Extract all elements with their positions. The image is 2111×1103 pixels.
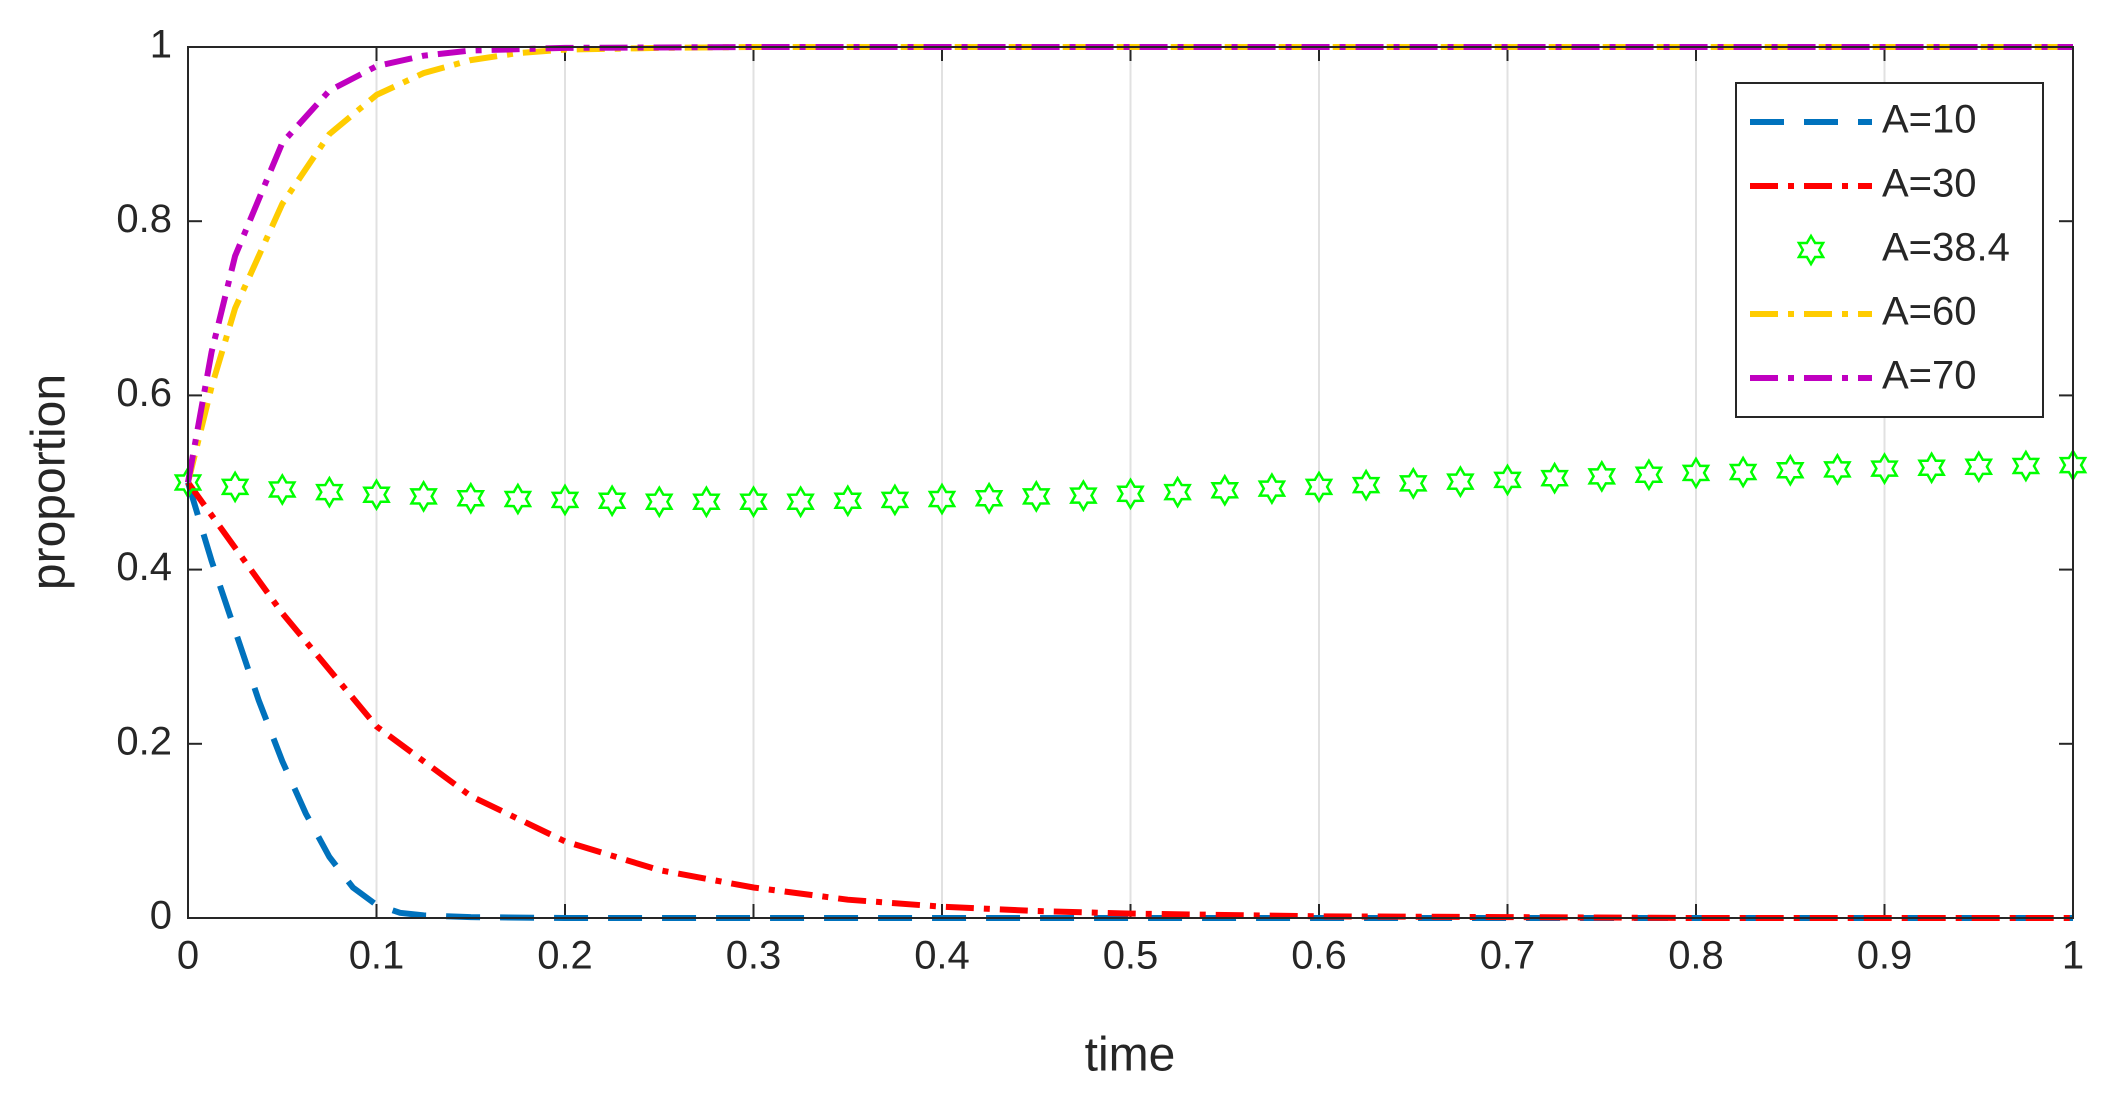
marker [2011,449,2041,483]
legend-label: A=10 [1882,98,1977,142]
marker [220,470,250,504]
legend-label: A=70 [1882,354,1977,398]
marker [1257,472,1287,506]
series-line [185,44,2073,484]
x-tick-label: 0.7 [1480,934,1536,978]
marker [1116,477,1145,511]
marker [409,479,438,513]
marker [456,481,486,515]
legend-label: A=38.4 [1882,226,2010,270]
x-tick-label: 0 [177,934,199,978]
y-tick-label: 0.8 [116,197,172,241]
legend-label: A=60 [1882,290,1977,334]
marker [550,483,580,517]
x-tick-label: 0.2 [537,934,593,978]
marker [1351,468,1381,502]
marker [362,478,391,512]
x-tick-label: 0.3 [726,934,782,978]
marker [1540,461,1569,495]
marker [503,482,533,516]
marker [1304,470,1334,504]
marker [267,473,297,506]
marker [786,485,815,519]
marker [644,485,674,519]
x-tick-label: 0.8 [1668,934,1724,978]
y-tick-label: 0.2 [116,719,172,763]
series-line [185,44,2073,484]
y-tick-label: 0 [150,894,172,938]
y-tick-label: 0.4 [116,545,172,589]
marker [597,484,627,518]
plot-border [187,46,2074,919]
marker [1446,465,1475,499]
legend-box [1735,82,2044,418]
marker [1728,455,1758,489]
marker [1634,458,1664,492]
marker [1210,473,1240,507]
marker [1823,452,1852,486]
legend-label: A=30 [1882,162,1977,206]
marker [315,475,344,509]
x-tick-label: 1 [2062,934,2084,978]
x-tick-label: 0.9 [1857,934,1913,978]
marker [880,483,910,517]
y-axis-label: proportion [23,374,76,590]
marker [1681,456,1711,490]
marker [1775,453,1805,487]
marker [1163,475,1192,509]
marker [1587,459,1617,493]
marker [1069,479,1098,513]
marker [1870,452,1899,486]
x-tick-label: 0.6 [1291,934,1347,978]
marker [1964,450,1994,484]
marker [1493,463,1522,497]
marker [1021,479,1051,513]
legend-swatch [1796,233,1826,267]
y-tick-label: 1 [150,23,172,67]
x-axis-label: time [1085,1029,1176,1082]
x-tick-label: 0.4 [914,934,970,978]
x-tick-label: 0.5 [1103,934,1159,978]
marker [927,482,957,516]
y-tick-label: 0.6 [116,371,172,415]
marker [833,484,863,518]
x-tick-label: 0.1 [349,934,405,978]
marker [974,481,1004,515]
marker [739,485,768,519]
marker [692,485,721,519]
marker [1398,466,1428,500]
marker [1917,451,1946,485]
